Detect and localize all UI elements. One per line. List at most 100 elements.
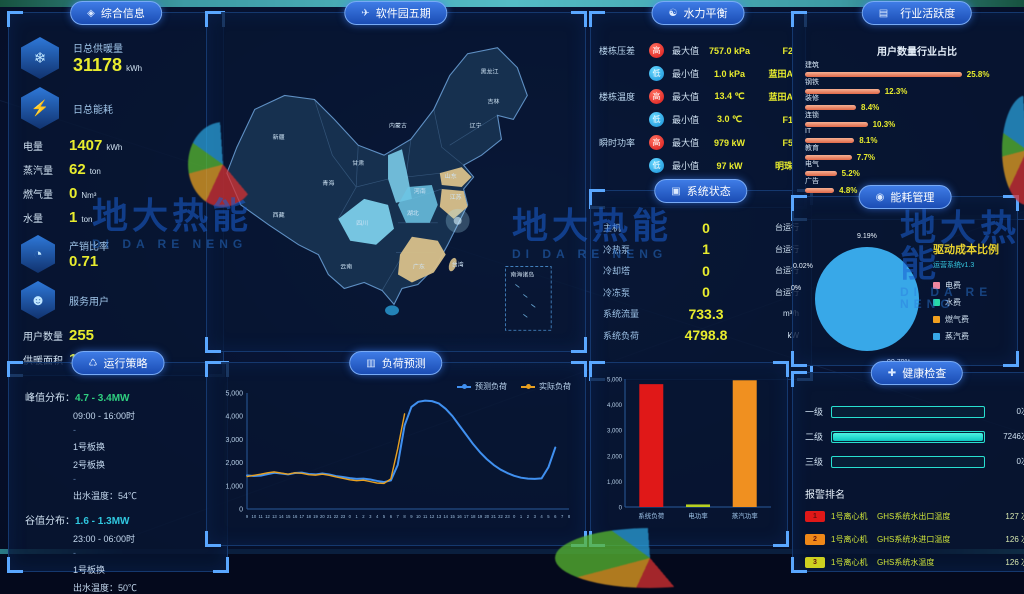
legend-item[interactable]: 预测负荷 [457,381,507,392]
breakdown-value: 0 [69,185,78,202]
status-label: 冷热泵 [603,244,631,255]
valley-temp: 出水温度：50℃ [73,583,138,593]
industry-bar [805,105,857,110]
hydraulic-group-label: 瞬时功率 [599,138,636,148]
industry-category-label: 电气 [805,161,819,168]
region-taiwan[interactable] [447,257,458,272]
legend-swatch [933,299,940,306]
svg-text:2,000: 2,000 [607,454,623,460]
industry-row: IT 8.1% [805,128,1024,145]
panel-load-title: 负荷预测 [381,358,426,370]
industry-bar-line: 4.8% [805,186,1024,195]
province-label: 江苏 [450,193,462,201]
level-bar-track [831,455,985,468]
status-rows: 主机 0 台运行 冷热泵 1 台运行 冷却塔 0 台运行 冷冻泵 0 台运行 系统流量 733.3 m³/h… [603,217,799,346]
reading-location: F5 [782,137,793,148]
province-label: 辽宁 [470,121,482,129]
level-label: 一级 [805,407,824,417]
region-hubei[interactable] [397,185,438,223]
svg-text:5,000: 5,000 [225,391,243,398]
level-label: 三级 [805,457,824,467]
served-users-label: 服务用户 [69,296,109,308]
region-hainan[interactable] [385,305,399,316]
legend-label: 实际负荷 [539,382,571,391]
hydraulic-row: 低最小值 97 kW 明珠 [599,154,795,177]
breakdown-unit: Nm³ [81,191,97,200]
reading-value: 757.0 kPa [708,45,751,56]
reading-value: 979 kW [713,137,746,148]
province-label: 青海 [322,179,334,187]
svg-text:19: 19 [478,514,483,519]
status-row: 冷热泵 1 台运行 [603,239,799,261]
hydraulic-row: 瞬时功率 高最大值 979 kW F5 [599,131,795,154]
separator: - [73,474,76,484]
svg-text:15: 15 [286,514,291,519]
region-jiangsu[interactable] [439,188,468,219]
region-southeast[interactable] [397,236,446,283]
svg-text:蒸汽功率: 蒸汽功率 [732,511,759,520]
valley-value: 1.6 - 1.3MW [75,516,130,527]
status-row: 冷冻泵 0 台运行 [603,282,799,304]
svg-text:9: 9 [410,514,413,519]
breakdown-unit: ton [81,215,93,224]
industry-percent-label: 12.3% [884,86,908,96]
svg-text:1: 1 [520,514,523,519]
ratio-stat: ◔ 产销比率 0.71 [21,235,213,273]
province-label: 西藏 [273,211,285,219]
svg-text:22: 22 [498,514,503,519]
svg-text:14: 14 [279,514,284,519]
svg-text:23: 23 [505,514,510,519]
svg-text:3: 3 [534,514,537,519]
region-shandong[interactable] [439,167,472,187]
province-label: 云南 [340,263,352,271]
status-unit: 台运行 [775,223,799,233]
alarm-rank-badge: 1 [805,511,825,522]
energy-breakdown-row: 燃气量 0 Nm³ [23,185,213,202]
svg-text:4,000: 4,000 [225,414,243,421]
panel-strategy-header: ♺ 运行策略 [71,351,165,375]
snowflake-icon: ❄ [21,37,59,79]
legend-item[interactable]: 实际负荷 [521,381,571,392]
reading-value: 3.0 ℃ [716,114,743,124]
region-sichuan[interactable] [338,198,395,245]
pie-legend-item[interactable]: 电费 [933,280,1009,291]
status-value: 733.3 [688,305,724,322]
health-level-row: 三级 0次 [805,449,1024,474]
alarm-rank-badge: 2 [805,534,825,545]
svg-text:7: 7 [561,514,564,519]
panel-strategy-title: 运行策略 [103,358,148,370]
industry-row: 连锁 10.3% [805,112,1024,129]
hydraulic-group-label: 楼栋温度 [599,92,636,102]
pie-legend-item[interactable]: 燃气费 [933,314,1009,325]
industry-percent-label: 10.3% [872,119,896,129]
served-users-stat: ☻ 服务用户 [21,281,213,319]
south-sea-inset [505,266,552,331]
industry-bar [805,138,855,143]
ratio-icon: ◔ [21,235,55,273]
energy-breakdown-row: 电量 1407 kWh [23,137,213,154]
bars-icon: ▤ [878,7,889,19]
pie-legend-item[interactable]: 蒸汽费 [933,331,1009,342]
ratio-value: 0.71 [69,253,99,270]
valley-label: 谷值分布： [25,516,75,527]
pie-title: 驱动成本比例 [933,244,999,256]
region-shaanxi[interactable] [388,149,412,203]
panel-overview-header: ◈ 综合信息 [70,1,162,25]
svg-text:5: 5 [547,514,550,519]
alarm-ranking-rows: 1 1号离心机 GHS系统水出口温度 127 次 2 1号离心机 GHS系统水进口温度 126… [805,505,1024,574]
daily-heat-stat: ❄ 日总供暖量 31178 kWh [21,37,213,79]
svg-text:23: 23 [341,514,346,519]
panel-system-status: ▣ 系统状态 主机 0 台运行 冷热泵 1 台运行 冷却塔 0 台运行 冷冻泵 0 台运行 系统流量 73… [589,179,813,381]
svg-text:2,000: 2,000 [225,460,243,467]
panel-health-title: 健康检查 [902,368,947,380]
industry-percent-label: 4.8% [839,185,858,195]
pie-legend-item[interactable]: 水费 [933,297,1009,308]
alarm-device: 1号离心机 [831,535,868,544]
svg-text:1,000: 1,000 [225,483,243,490]
industry-row: 建筑 25.8% [805,62,1024,79]
peak-strategy-group: 峰值分布： 4.7 - 3.4MW 09:00 - 16:00时 - 1号板换 … [25,389,217,502]
svg-text:0: 0 [239,507,243,514]
svg-text:0: 0 [619,506,623,512]
svg-text:14: 14 [443,514,448,519]
